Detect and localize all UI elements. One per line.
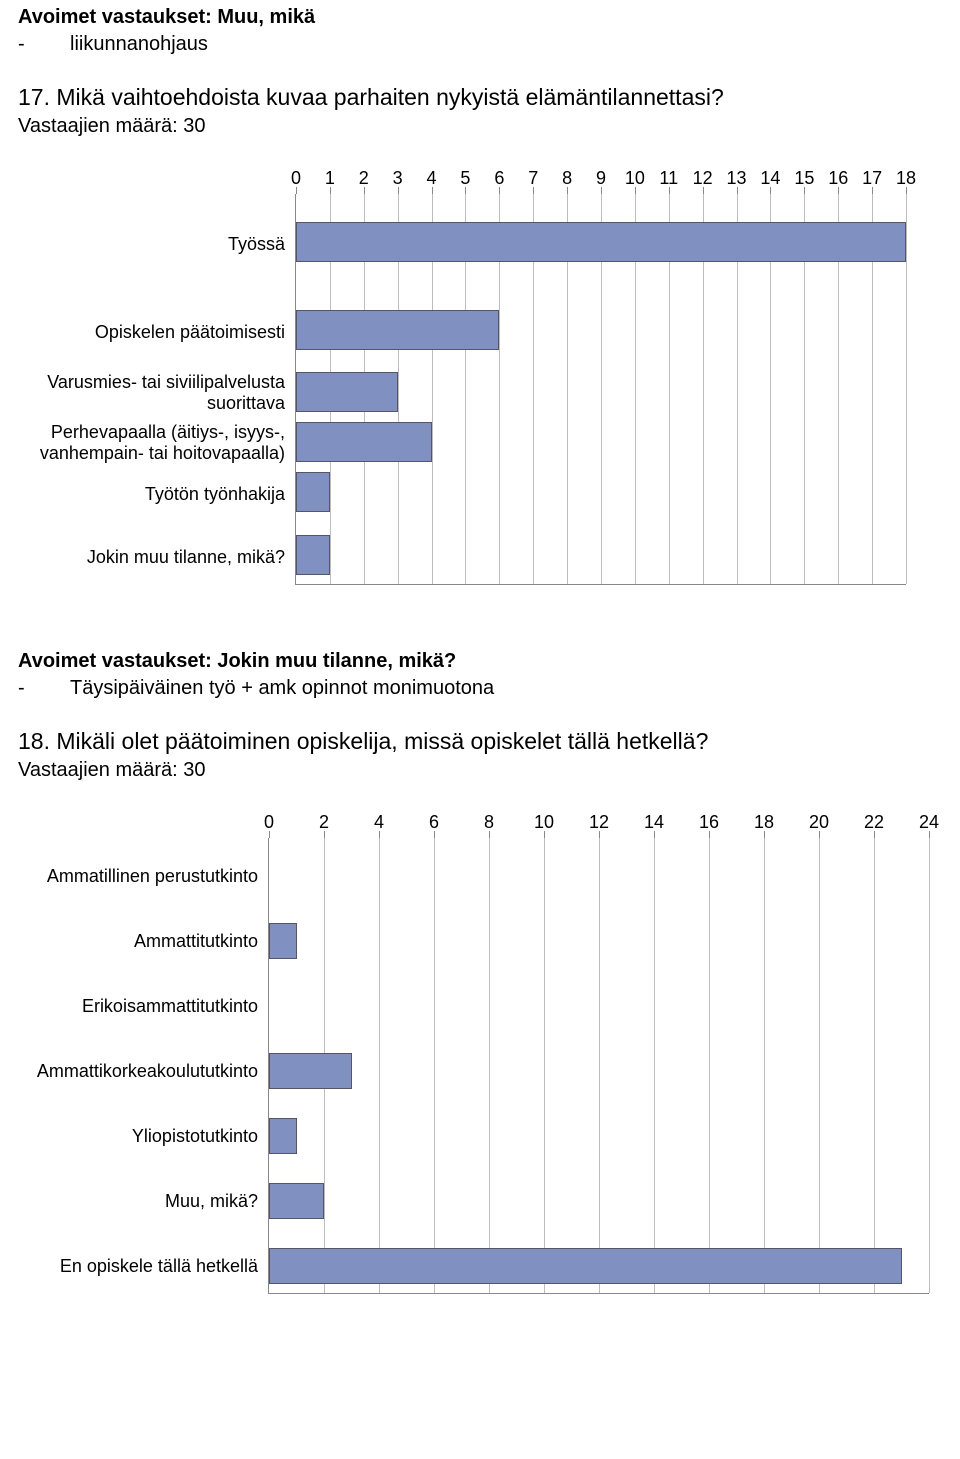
chart-bar (269, 1183, 324, 1219)
chart-category-label: Työtön työnhakija (35, 484, 285, 505)
chart-tick-label: 16 (699, 812, 719, 833)
chart-category-label: Työssä (35, 234, 285, 255)
chart-tick-label: 6 (494, 168, 504, 189)
chart-tick-label: 13 (727, 168, 747, 189)
open-answers-1-item: - liikunnanohjaus (18, 33, 942, 56)
chart-tick-label: 20 (809, 812, 829, 833)
chart-bar (296, 422, 432, 462)
chart-category-label: Jokin muu tilanne, mikä? (35, 547, 285, 568)
chart-gridline (379, 838, 380, 1293)
chart-gridline (544, 838, 545, 1293)
chart-tick-label: 0 (291, 168, 301, 189)
chart-plot: 024681012141618202224 (268, 838, 929, 1294)
chart-tick-label: 11 (659, 168, 678, 189)
chart-bar (269, 1053, 352, 1089)
chart-tick-label: 8 (562, 168, 572, 189)
chart-bar (296, 535, 330, 575)
chart-category-label: Ammattitutkinto (20, 931, 258, 952)
chart-tick-label: 3 (393, 168, 403, 189)
chart-tick-label: 4 (427, 168, 437, 189)
chart-tick-label: 6 (429, 812, 439, 833)
open-answers-1-heading: Avoimet vastaukset: Muu, mikä (18, 6, 942, 29)
chart-gridline (906, 194, 907, 584)
chart-tick-label: 10 (534, 812, 554, 833)
q18-sub: Vastaajien määrä: 30 (18, 759, 942, 782)
chart-tick-label: 5 (460, 168, 470, 189)
chart-plot: 0123456789101112131415161718 (295, 194, 906, 585)
chart-tick-label: 18 (754, 812, 774, 833)
chart-category-label: Erikoisammattitutkinto (20, 996, 258, 1017)
chart-q18: 024681012141618202224Ammatillinen perust… (20, 806, 940, 1306)
chart-tick-label: 22 (864, 812, 884, 833)
chart-bar (269, 923, 297, 959)
chart-gridline (599, 838, 600, 1293)
chart-tick-label: 1 (325, 168, 335, 189)
chart-category-label: Perhevapaalla (äitiys-, isyys-, vanhempa… (35, 422, 285, 463)
chart-gridline (764, 838, 765, 1293)
chart-category-label: En opiskele tällä hetkellä (20, 1256, 258, 1277)
list-dash: - (18, 33, 70, 56)
chart-category-label: Opiskelen päätoimisesti (35, 322, 285, 343)
chart-gridline (874, 838, 875, 1293)
chart-bar (296, 222, 906, 262)
q17-sub: Vastaajien määrä: 30 (18, 115, 942, 138)
chart-tick-label: 14 (760, 168, 780, 189)
chart-tick-label: 7 (528, 168, 538, 189)
chart-gridline (929, 838, 930, 1293)
list-item-text: Täysipäiväinen työ + amk opinnot monimuo… (70, 677, 494, 700)
q18-title: 18. Mikäli olet päätoiminen opiskelija, … (18, 728, 942, 755)
chart-tick-label: 9 (596, 168, 606, 189)
chart-category-label: Ammattikorkeakoulututkinto (20, 1061, 258, 1082)
chart-tick-label: 15 (794, 168, 814, 189)
chart-tick-label: 17 (862, 168, 882, 189)
chart-tick-label: 8 (484, 812, 494, 833)
list-dash: - (18, 677, 70, 700)
chart-category-label: Yliopistotutkinto (20, 1126, 258, 1147)
chart-bar (296, 472, 330, 512)
chart-bar (296, 372, 398, 412)
chart-tick-label: 4 (374, 812, 384, 833)
chart-tick-label: 14 (644, 812, 664, 833)
open-answers-2-item: - Täysipäiväinen työ + amk opinnot monim… (18, 677, 942, 700)
chart-category-label: Ammatillinen perustutkinto (20, 866, 258, 887)
chart-tick-label: 10 (625, 168, 645, 189)
chart-tick-label: 18 (896, 168, 916, 189)
chart-gridline (709, 838, 710, 1293)
chart-gridline (819, 838, 820, 1293)
chart-tick-label: 12 (589, 812, 609, 833)
chart-category-label: Varusmies- tai siviilipalvelusta suoritt… (35, 372, 285, 413)
chart-q17: 0123456789101112131415161718TyössäOpiske… (35, 162, 925, 602)
chart-tick-label: 12 (693, 168, 713, 189)
chart-gridline (654, 838, 655, 1293)
q17-title: 17. Mikä vaihtoehdoista kuvaa parhaiten … (18, 84, 942, 111)
chart-bar (296, 310, 499, 350)
chart-tick-label: 2 (319, 812, 329, 833)
list-item-text: liikunnanohjaus (70, 33, 208, 56)
chart-bar (269, 1248, 902, 1284)
chart-tick-label: 2 (359, 168, 369, 189)
chart-gridline (434, 838, 435, 1293)
chart-tick-label: 0 (264, 812, 274, 833)
chart-tick-label: 24 (919, 812, 939, 833)
open-answers-2-heading: Avoimet vastaukset: Jokin muu tilanne, m… (18, 650, 942, 673)
chart-tick-label: 16 (828, 168, 848, 189)
chart-bar (269, 1118, 297, 1154)
chart-category-label: Muu, mikä? (20, 1191, 258, 1212)
chart-gridline (489, 838, 490, 1293)
